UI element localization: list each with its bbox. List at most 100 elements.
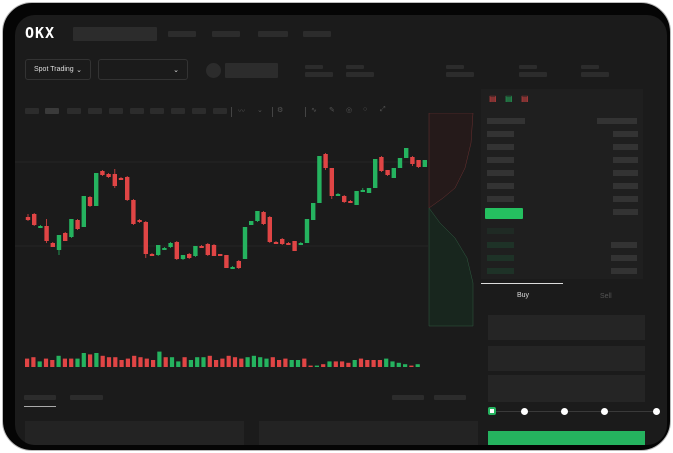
filter-button[interactable] xyxy=(434,395,466,400)
expand-icon[interactable]: ⤢ xyxy=(380,106,386,113)
volume-bar xyxy=(157,351,162,367)
okx-logo[interactable]: OKX xyxy=(25,24,56,42)
candle-body xyxy=(168,243,173,247)
candle-body xyxy=(317,156,322,203)
volume-bar xyxy=(125,358,130,367)
candle xyxy=(342,195,347,203)
tab-open-orders[interactable] xyxy=(24,395,56,400)
orderbook-both-icon[interactable]: ▤ xyxy=(489,94,497,103)
nav-item[interactable] xyxy=(212,31,240,37)
timeframe-button[interactable] xyxy=(45,108,59,114)
bid-price xyxy=(487,242,514,248)
candle-body xyxy=(149,254,155,256)
timeframe-button[interactable] xyxy=(88,108,102,114)
candle xyxy=(156,245,161,256)
circle-icon[interactable]: ○ xyxy=(363,106,368,113)
timeframe-button[interactable] xyxy=(213,108,227,114)
search-bar[interactable] xyxy=(73,27,157,41)
volume-bar xyxy=(333,361,338,367)
ask-size xyxy=(613,183,638,189)
buy-button[interactable] xyxy=(488,431,645,445)
tab-order-history[interactable] xyxy=(70,395,103,400)
candle xyxy=(75,219,80,230)
candle xyxy=(280,238,285,245)
slider-stop[interactable] xyxy=(561,408,568,415)
candle-body xyxy=(75,220,80,229)
target-icon[interactable]: ◎ xyxy=(346,107,353,114)
volume-bar xyxy=(113,357,118,367)
volume-bar xyxy=(25,358,30,367)
ask-size xyxy=(613,209,638,215)
ask-size xyxy=(613,157,638,163)
volume-bar xyxy=(50,360,55,367)
candle xyxy=(56,235,62,255)
slider-stop[interactable] xyxy=(601,408,608,415)
candle-body xyxy=(63,233,68,241)
nav-item[interactable] xyxy=(303,31,331,37)
timeframe-button[interactable] xyxy=(109,108,123,114)
volume-bar xyxy=(377,360,382,367)
timeframe-button[interactable] xyxy=(150,108,164,114)
candle-body xyxy=(87,197,93,206)
volume-bar xyxy=(195,357,200,367)
nav-item[interactable] xyxy=(168,31,196,37)
candle xyxy=(94,173,99,206)
timeframe-button[interactable] xyxy=(130,108,144,114)
orderbook-asks-icon[interactable]: ▤ xyxy=(521,94,529,103)
ask-size xyxy=(613,170,638,176)
volume-bar xyxy=(365,360,370,367)
tab-sell[interactable]: Sell xyxy=(600,293,612,300)
candlestick-chart[interactable] xyxy=(15,113,481,378)
stat-label xyxy=(305,65,323,69)
total-input[interactable] xyxy=(488,375,645,402)
nav-item[interactable] xyxy=(258,31,288,37)
price-input[interactable] xyxy=(488,315,645,340)
candle-body xyxy=(230,267,235,269)
stat-label xyxy=(519,65,537,69)
candle xyxy=(273,241,279,244)
candle-body xyxy=(106,174,111,177)
candle xyxy=(100,170,105,176)
candle-body xyxy=(249,221,254,225)
volume-bar xyxy=(31,357,36,367)
indicator-icon[interactable]: 〰 xyxy=(238,108,245,115)
orderbook-bids-icon[interactable]: ▤ xyxy=(505,94,513,103)
bid-price xyxy=(487,255,514,261)
filter-button[interactable] xyxy=(392,395,424,400)
tab-buy[interactable]: Buy xyxy=(517,292,530,299)
amount-slider[interactable] xyxy=(491,411,659,412)
slider-stop[interactable] xyxy=(653,408,660,415)
volume-bar xyxy=(207,355,212,367)
volume-bar xyxy=(106,357,112,367)
candle-body xyxy=(397,158,403,168)
volume-bar xyxy=(239,358,244,367)
candle xyxy=(174,241,179,260)
volume-bar xyxy=(258,357,263,367)
candle-body xyxy=(131,200,136,224)
candle xyxy=(298,242,303,245)
spot-trading-dropdown[interactable]: Spot Trading ⌄ xyxy=(25,59,91,80)
timeframe-button[interactable] xyxy=(192,108,206,114)
candle xyxy=(348,200,353,203)
candle-body xyxy=(199,246,204,248)
pair-select[interactable]: ⌄ xyxy=(98,59,188,80)
timeframe-button[interactable] xyxy=(25,108,39,114)
line-tool-icon[interactable]: ∿ xyxy=(311,107,317,114)
volume-bar xyxy=(289,360,294,367)
timeframe-button[interactable] xyxy=(171,108,185,114)
candle-body xyxy=(100,171,105,175)
settings-icon[interactable]: ⚙ xyxy=(277,107,284,114)
stat-value xyxy=(305,72,333,77)
chart-type-icon[interactable]: ⌄ xyxy=(257,107,263,114)
amount-input[interactable] xyxy=(488,346,645,371)
candle xyxy=(329,168,334,199)
candle-body xyxy=(273,242,279,244)
slider-handle[interactable] xyxy=(488,407,496,415)
timeframe-button[interactable] xyxy=(67,108,81,114)
candle-body xyxy=(354,191,359,205)
depth-bids xyxy=(428,207,474,327)
pencil-icon[interactable]: ✎ xyxy=(329,107,335,114)
slider-stop[interactable] xyxy=(521,408,528,415)
candle-body xyxy=(205,244,210,255)
